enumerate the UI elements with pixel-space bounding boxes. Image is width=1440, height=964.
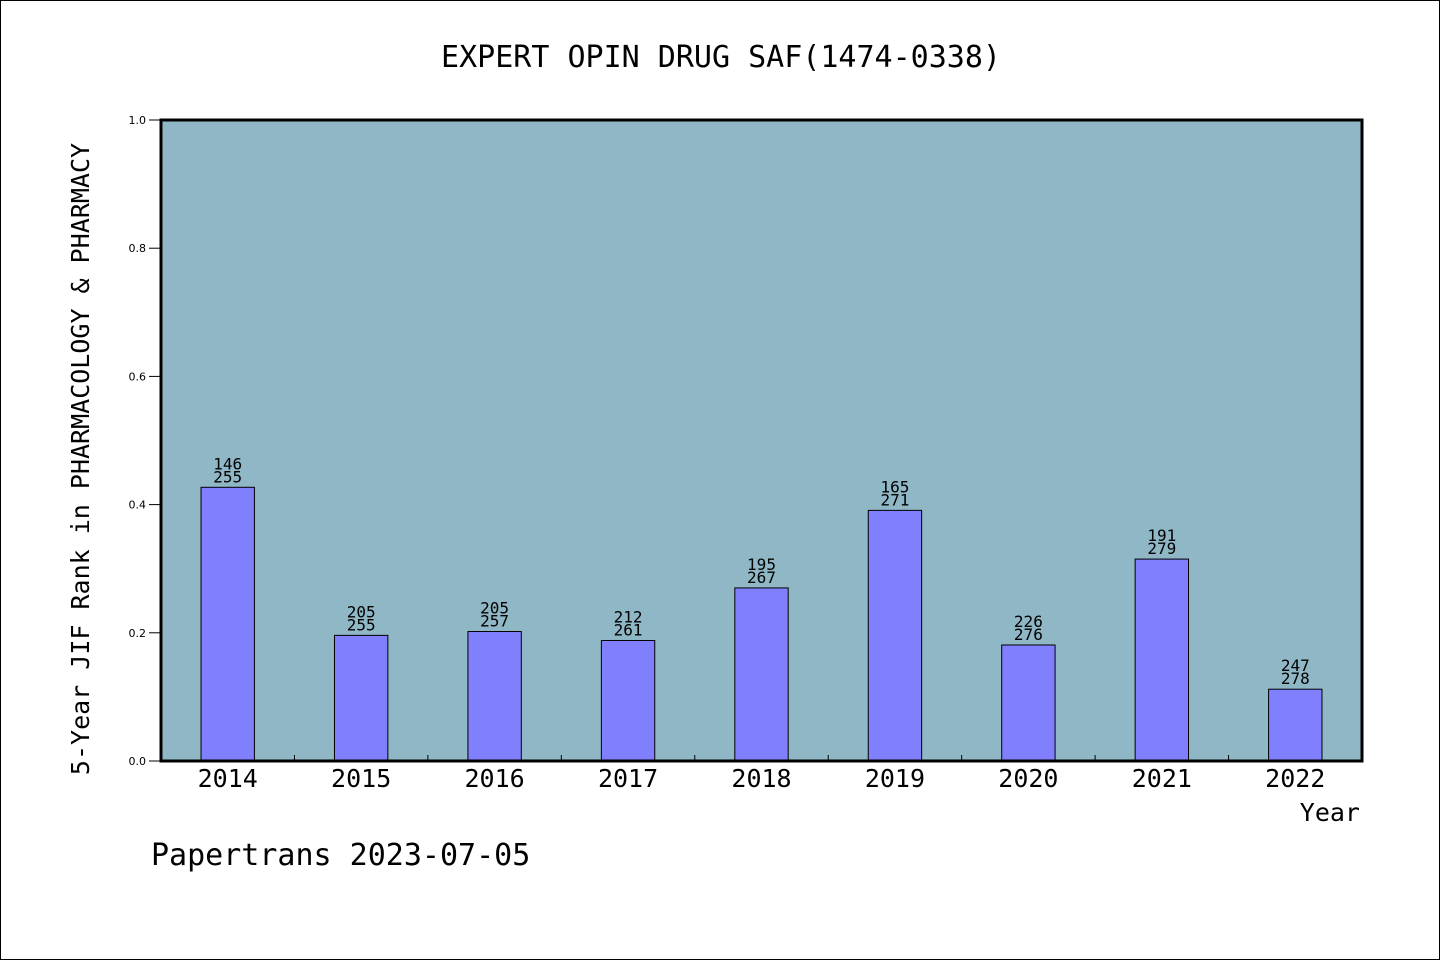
x-tick-label: 2015 bbox=[331, 764, 391, 793]
bar bbox=[867, 509, 923, 762]
x-tick-label: 2017 bbox=[598, 764, 658, 793]
bar bbox=[600, 639, 656, 762]
bar bbox=[1001, 644, 1056, 762]
bar bbox=[467, 631, 522, 762]
x-tick-label: 2018 bbox=[731, 764, 791, 793]
x-axis: 2014 2015 2016 2017 2018 2019 2020 2021 2022 bbox=[198, 755, 1325, 793]
footer-text: Papertrans 2023-07-05 bbox=[151, 838, 530, 873]
bar-total-label: 255 bbox=[347, 615, 376, 634]
y-tick-label: 0.0 bbox=[129, 755, 147, 768]
y-axis-label: 5-Year JIF Rank in PHARMACOLOGY & PHARMA… bbox=[66, 143, 95, 775]
bar-rank-label: 247 bbox=[1281, 656, 1310, 675]
y-axis: 0.0 0.2 0.4 0.6 0.8 1.0 bbox=[129, 114, 161, 768]
x-tick-label: 2019 bbox=[865, 764, 925, 793]
x-tick-label: 2022 bbox=[1265, 764, 1325, 793]
y-tick-label: 0.4 bbox=[129, 499, 147, 512]
bar-total-label: 257 bbox=[480, 612, 509, 631]
y-tick-label: 0.6 bbox=[129, 370, 147, 383]
x-tick-label: 2021 bbox=[1132, 764, 1192, 793]
bar-rank-label: 205 bbox=[347, 602, 376, 621]
bar-rank-label: 212 bbox=[614, 607, 643, 626]
bar-total-label: 278 bbox=[1281, 669, 1310, 688]
bar bbox=[1134, 558, 1190, 762]
bar-rank-label: 146 bbox=[213, 454, 242, 473]
bar-rank-label: 195 bbox=[747, 555, 776, 574]
y-tick-label: 0.8 bbox=[129, 242, 147, 255]
x-tick-label: 2014 bbox=[198, 764, 258, 793]
bar-total-label: 261 bbox=[614, 620, 643, 639]
bar-total-label: 271 bbox=[880, 490, 909, 509]
bar-total-label: 255 bbox=[213, 467, 242, 486]
bar-rank-label: 165 bbox=[880, 477, 909, 496]
chart-title: EXPERT OPIN DRUG SAF(1474-0338) bbox=[441, 40, 1001, 75]
bar bbox=[333, 634, 389, 762]
bar bbox=[1268, 688, 1323, 762]
y-tick-label: 1.0 bbox=[129, 114, 147, 127]
x-tick-label: 2016 bbox=[465, 764, 525, 793]
x-tick-label: 2020 bbox=[998, 764, 1058, 793]
bar-rank-label: 226 bbox=[1014, 612, 1043, 631]
bar bbox=[200, 486, 255, 762]
bar bbox=[734, 587, 789, 762]
bar-total-label: 267 bbox=[747, 568, 776, 587]
x-axis-label: Year bbox=[1300, 798, 1360, 827]
bar-rank-label: 191 bbox=[1147, 526, 1176, 545]
bar-total-label: 279 bbox=[1147, 539, 1176, 558]
y-tick-label: 0.2 bbox=[129, 627, 147, 640]
bars-group bbox=[200, 486, 1323, 762]
plot-border bbox=[159, 118, 1364, 763]
bar-total-label: 276 bbox=[1014, 625, 1043, 644]
bar-rank-label: 205 bbox=[480, 599, 509, 618]
